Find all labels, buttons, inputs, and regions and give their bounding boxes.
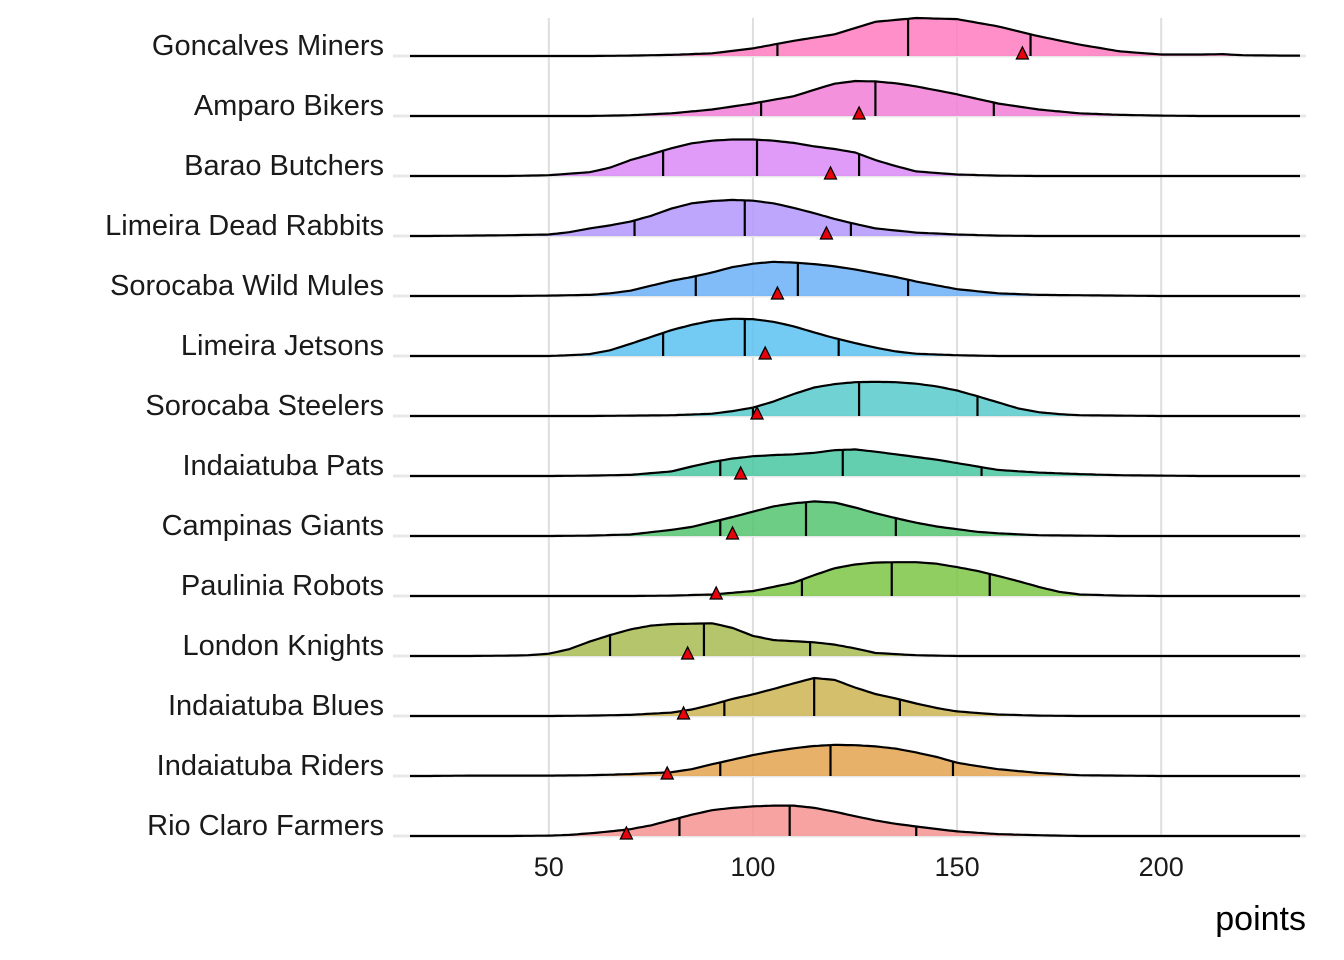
y-tick-label: Rio Claro Farmers	[147, 810, 384, 842]
x-tick-label: 100	[730, 852, 775, 882]
mean-marker	[758, 345, 773, 360]
y-tick-label: Goncalves Miners	[152, 30, 384, 62]
ridge-outline	[410, 743, 1300, 778]
y-tick-label: Indaiatuba Riders	[157, 750, 384, 782]
y-tick-label: Barao Butchers	[184, 150, 384, 182]
y-tick-label: London Knights	[182, 630, 384, 662]
mean-marker	[823, 165, 838, 180]
mean-marker	[770, 285, 785, 300]
ridge-fill	[446, 744, 1141, 776]
ridge-fill	[487, 623, 937, 656]
ridge-outline	[410, 676, 1300, 718]
x-tick-label: 200	[1139, 852, 1184, 882]
x-tick-label: 50	[534, 852, 564, 882]
ridge-outline	[410, 138, 1300, 178]
mean-marker	[619, 825, 634, 840]
mean-marker	[819, 225, 834, 240]
mean-marker	[749, 405, 765, 420]
ridge-outline	[410, 804, 1300, 838]
ridge-outline	[410, 16, 1300, 58]
ridge-fill	[528, 261, 1141, 296]
y-tick-label: Limeira Jetsons	[181, 330, 384, 362]
ridge-outline	[410, 198, 1300, 238]
y-tick-label: Paulinia Robots	[181, 570, 384, 602]
ridge-outline	[410, 260, 1300, 298]
ridge-outline	[410, 561, 1300, 598]
mean-marker	[725, 525, 740, 540]
y-tick-label: Limeira Dead Rabbits	[105, 210, 384, 242]
y-tick-label: Indaiatuba Blues	[168, 690, 384, 722]
y-axis-labels: Goncalves Miners Amparo Bikers Barao Butch…	[105, 30, 384, 842]
ridge-outline	[410, 79, 1300, 118]
ridge-outline	[410, 500, 1300, 538]
ridge-outline	[410, 622, 1300, 658]
y-tick-label: Amparo Bikers	[194, 90, 384, 122]
ridge-fill	[569, 501, 1100, 536]
y-tick-label: Sorocaba Wild Mules	[110, 270, 384, 302]
mean-marker	[660, 765, 675, 780]
ridges	[410, 16, 1300, 840]
ridge-fill	[610, 81, 1182, 116]
y-tick-label: Indaiatuba Pats	[182, 450, 384, 482]
mean-marker	[709, 585, 724, 600]
ridge-fill	[610, 381, 1141, 416]
y-tick-label: Campinas Giants	[162, 510, 384, 542]
mean-marker	[1015, 45, 1030, 60]
ridge-fill	[610, 18, 1300, 56]
x-axis-title: points	[1215, 900, 1306, 938]
ridge-fill	[446, 199, 1019, 236]
x-tick-label: 150	[935, 852, 980, 882]
ridge-outline	[410, 380, 1300, 418]
x-axis-ticks: 50 100 150 200	[534, 852, 1184, 882]
y-tick-label: Sorocaba Steelers	[145, 390, 384, 422]
mean-marker	[733, 465, 748, 480]
mean-marker	[680, 645, 695, 660]
ridge-fill	[569, 449, 1182, 476]
ridge-outline	[410, 448, 1300, 478]
mean-marker	[676, 705, 691, 720]
ridge-fill	[650, 562, 1141, 596]
ridge-outline	[410, 317, 1300, 358]
mean-marker	[852, 105, 867, 120]
